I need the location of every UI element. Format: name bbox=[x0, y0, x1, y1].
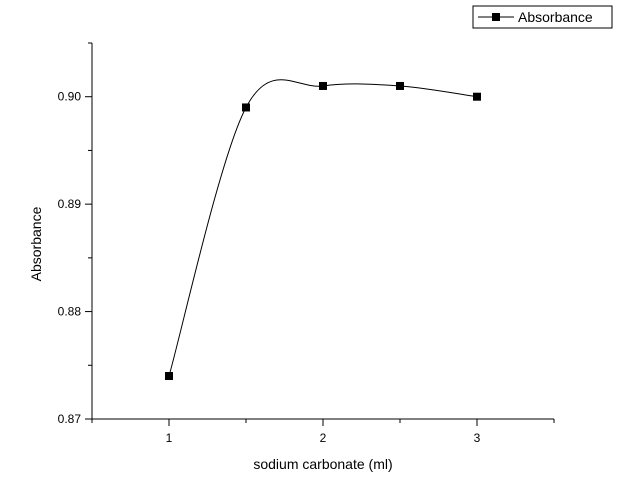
data-point bbox=[396, 81, 404, 90]
x-axis-title: sodium carbonate (ml) bbox=[253, 456, 392, 472]
x-ticks: 1 2 3 bbox=[91, 419, 555, 445]
plot-area: 1 2 3 0.87 0.88 0.89 0.90 bbox=[58, 42, 555, 445]
data-point bbox=[165, 372, 173, 381]
y-tick-label: 0.87 bbox=[58, 412, 82, 426]
y-tick-label: 0.90 bbox=[58, 90, 82, 104]
legend-label: Absorbance bbox=[518, 9, 593, 25]
x-tick-label: 3 bbox=[474, 431, 481, 445]
legend-marker-sample bbox=[492, 13, 500, 21]
y-tick-label: 0.88 bbox=[58, 305, 82, 319]
data-point bbox=[319, 81, 327, 90]
data-point bbox=[242, 103, 250, 112]
x-tick-label: 1 bbox=[166, 431, 173, 445]
y-tick-label: 0.89 bbox=[58, 197, 82, 211]
x-tick-label: 2 bbox=[320, 431, 327, 445]
y-axis-title: Absorbance bbox=[28, 206, 44, 281]
y-ticks: 0.87 0.88 0.89 0.90 bbox=[58, 42, 92, 426]
data-point bbox=[473, 92, 481, 101]
legend: Absorbance bbox=[472, 5, 613, 29]
data-markers bbox=[165, 81, 481, 381]
legend-box bbox=[472, 5, 613, 29]
series-line-absorbance bbox=[168, 79, 478, 377]
